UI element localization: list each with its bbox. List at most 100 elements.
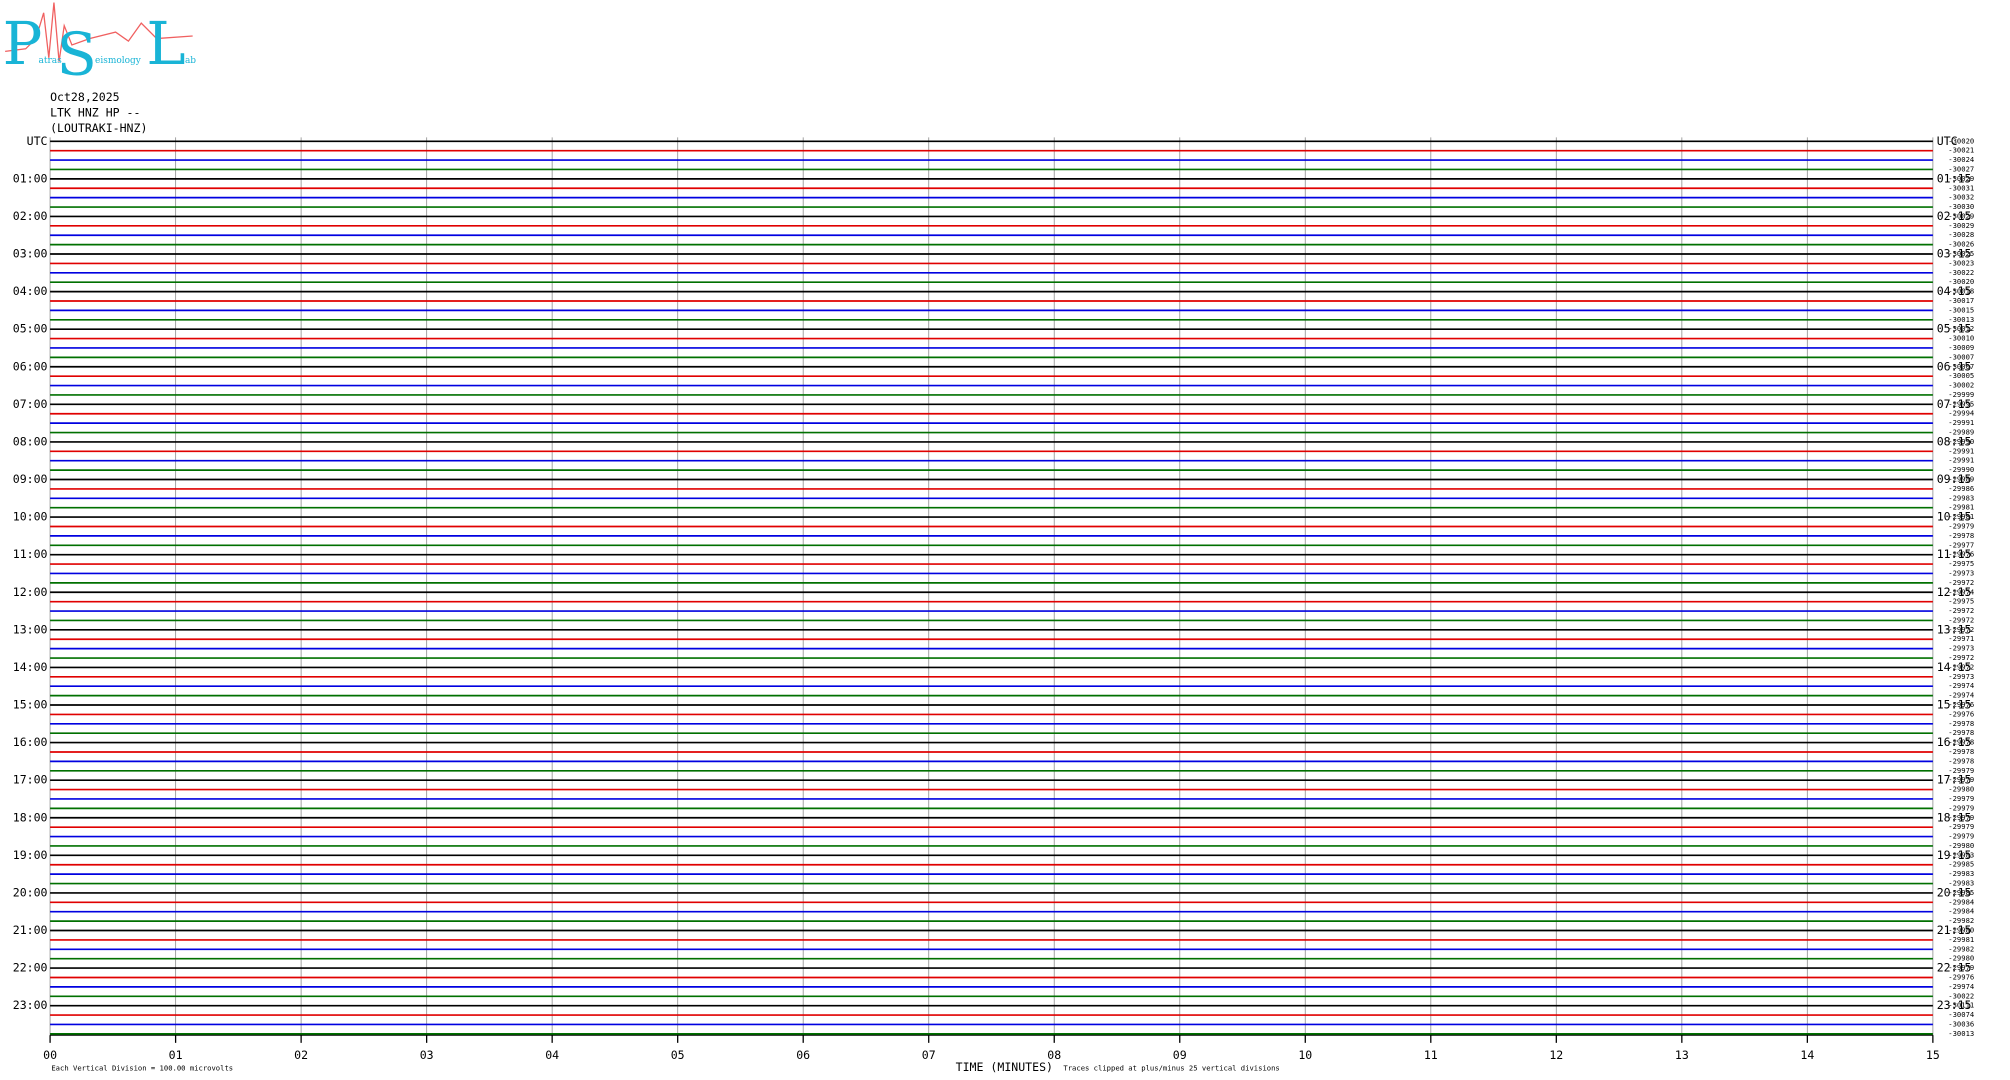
- hour-label: 08:15: [1937, 434, 1972, 448]
- offset-label: -30020: [1948, 136, 1974, 145]
- offset-label: -29979: [1948, 521, 1974, 530]
- x-tick-label: 05: [671, 1048, 685, 1062]
- x-tick-label: 07: [922, 1048, 936, 1062]
- offset-label: -29973: [1948, 568, 1974, 577]
- hour-label: 11:15: [1937, 547, 1972, 561]
- offset-label: -30036: [1948, 1019, 1974, 1028]
- hour-label: 04:15: [1937, 284, 1972, 298]
- offset-label: -29989: [1948, 428, 1974, 437]
- hour-label: 09:00: [13, 472, 48, 486]
- x-tick-label: 10: [1298, 1048, 1312, 1062]
- hour-label: 07:15: [1937, 397, 1972, 411]
- hour-label: 22:00: [13, 961, 48, 975]
- hour-label: 05:00: [13, 322, 48, 336]
- hour-label: 16:15: [1937, 735, 1972, 749]
- logo-wave: [5, 2, 193, 62]
- hour-label: 23:00: [13, 998, 48, 1012]
- hour-label: 02:15: [1937, 209, 1972, 223]
- offset-label: -30026: [1948, 240, 1974, 249]
- hour-label: 10:15: [1937, 510, 1972, 524]
- offset-label: -30021: [1948, 146, 1974, 155]
- hour-label: 11:00: [13, 547, 48, 561]
- offset-label: -30009: [1948, 343, 1974, 352]
- offset-label: -29985: [1948, 860, 1974, 869]
- hour-label: 13:15: [1937, 622, 1972, 636]
- offset-label: -29978: [1948, 738, 1974, 747]
- offset-label: -29981: [1948, 512, 1974, 521]
- offset-label: -29977: [1948, 540, 1974, 549]
- offset-label: -29983: [1948, 869, 1974, 878]
- x-tick-label: 14: [1800, 1048, 1814, 1062]
- offset-label: -29983: [1948, 879, 1974, 888]
- x-tick-label: 11: [1424, 1048, 1438, 1062]
- offset-label: -30020: [1948, 277, 1974, 286]
- offset-label: -29994: [1948, 409, 1974, 418]
- offset-label: -30074: [1948, 1010, 1974, 1019]
- offset-label: -29995: [1948, 399, 1974, 408]
- hour-label: 20:00: [13, 885, 48, 899]
- hour-label: UTC: [27, 134, 48, 148]
- offset-label: -30027: [1948, 164, 1974, 173]
- hour-label: 01:15: [1937, 171, 1972, 185]
- offset-label: -30018: [1948, 287, 1974, 296]
- offset-label: -29976: [1948, 700, 1974, 709]
- hour-label: 01:00: [13, 171, 48, 185]
- hour-label: 14:00: [13, 660, 48, 674]
- offset-label: -29983: [1948, 850, 1974, 859]
- offset-label: -29999: [1948, 390, 1974, 399]
- x-tick-label: 03: [420, 1048, 434, 1062]
- offset-label: -30013: [1948, 1029, 1974, 1038]
- hour-label: 12:00: [13, 585, 48, 599]
- offset-label: -29979: [1948, 766, 1974, 775]
- hour-label: 17:00: [13, 773, 48, 787]
- logo-letter: S: [57, 19, 97, 88]
- x-tick-label: 12: [1549, 1048, 1563, 1062]
- offset-label: -29991: [1948, 446, 1974, 455]
- hour-label: 21:15: [1937, 923, 1972, 937]
- hour-label: 07:00: [13, 397, 48, 411]
- offset-label: -29974: [1948, 587, 1974, 596]
- offset-label: -29980: [1948, 785, 1974, 794]
- offset-label: -29979: [1948, 822, 1974, 831]
- offset-label: -29972: [1948, 578, 1974, 587]
- offset-label: -29981: [1948, 503, 1974, 512]
- x-axis-title: TIME (MINUTES): [956, 1060, 1053, 1074]
- x-tick-label: 04: [545, 1048, 559, 1062]
- hour-label: 06:15: [1937, 359, 1972, 373]
- offset-label: -29986: [1948, 484, 1974, 493]
- offset-label: -30024: [1948, 155, 1974, 164]
- offset-label: -29976: [1948, 550, 1974, 559]
- offset-label: -29978: [1948, 756, 1974, 765]
- offset-label: -30028: [1948, 230, 1974, 239]
- offset-label: -29972: [1948, 653, 1974, 662]
- offset-label: -30022: [1948, 991, 1974, 1000]
- offset-label: -30032: [1948, 193, 1974, 202]
- offset-label: -29971: [1948, 634, 1974, 643]
- x-tick-label: 15: [1926, 1048, 1940, 1062]
- offset-label: -29981: [1948, 935, 1974, 944]
- offset-label: -30012: [1948, 324, 1974, 333]
- hour-label: 15:15: [1937, 698, 1972, 712]
- offset-label: -29979: [1948, 963, 1974, 972]
- offset-label: -30002: [1948, 381, 1974, 390]
- hour-label: 13:00: [13, 622, 48, 636]
- hour-label: 04:00: [13, 284, 48, 298]
- offset-label: -30005: [1948, 371, 1974, 380]
- offset-label: -29989: [1948, 475, 1974, 484]
- hour-label: 17:15: [1937, 773, 1972, 787]
- hour-label: 10:00: [13, 510, 48, 524]
- offset-label: -29976: [1948, 709, 1974, 718]
- offset-label: -29978: [1948, 747, 1974, 756]
- offset-label: -29980: [1948, 841, 1974, 850]
- offset-label: -29978: [1948, 719, 1974, 728]
- offset-label: -30013: [1948, 315, 1974, 324]
- offset-label: -30023: [1948, 258, 1974, 267]
- logo-letter: P: [3, 9, 43, 78]
- offset-label: -29983: [1948, 493, 1974, 502]
- offset-label: -29980: [1948, 926, 1974, 935]
- offset-label: -30015: [1948, 305, 1974, 314]
- x-tick-label: 01: [169, 1048, 183, 1062]
- offset-label: -30007: [1948, 362, 1974, 371]
- clip-note: Traces clipped at plus/minus 25 vertical…: [1063, 1064, 1279, 1073]
